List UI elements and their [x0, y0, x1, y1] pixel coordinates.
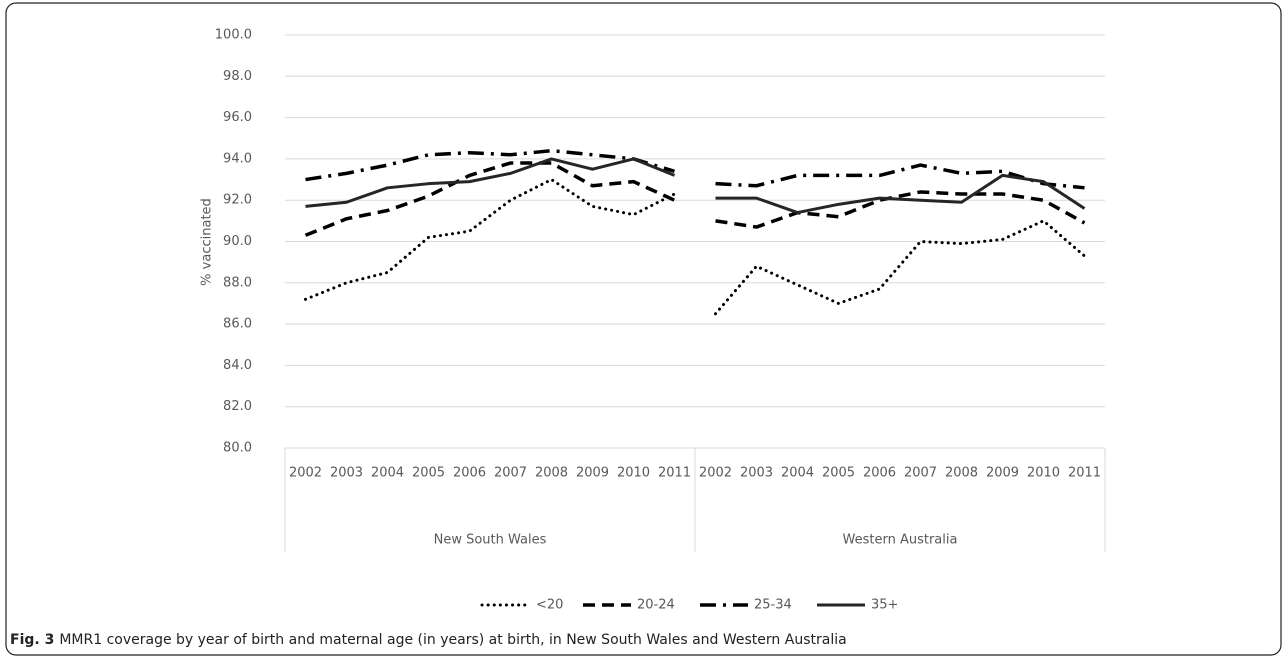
x-tick-label: 2003 [330, 466, 363, 481]
x-tick-label: 2005 [412, 466, 445, 481]
group-label: New South Wales [434, 533, 547, 548]
x-tick-label: 2007 [494, 466, 527, 481]
series-line [305, 157, 676, 208]
series-line [304, 178, 676, 301]
y-tick-label: 82.0 [223, 399, 252, 414]
legend-label: 25-34 [754, 598, 792, 613]
x-tick-label: 2010 [617, 466, 650, 481]
x-tick-label: 2006 [863, 466, 896, 481]
y-tick-label: 90.0 [223, 234, 252, 249]
series-line [305, 148, 676, 182]
frame [5, 2, 1282, 656]
x-tick-label: 2010 [1027, 466, 1060, 481]
legend-label: 35+ [871, 598, 898, 613]
y-tick-label: 88.0 [223, 275, 252, 290]
y-tick-label: 98.0 [223, 69, 252, 84]
x-tick-label: 2011 [1068, 466, 1101, 481]
x-tick-label: 2008 [535, 466, 568, 481]
legend-label: 20-24 [637, 598, 675, 613]
y-tick-label: 96.0 [223, 110, 252, 125]
x-tick-label: 2005 [822, 466, 855, 481]
x-tick-label: 2009 [986, 466, 1019, 481]
y-tick-label: 86.0 [223, 317, 252, 332]
x-tick-label: 2009 [576, 466, 609, 481]
x-tick-label: 2008 [945, 466, 978, 481]
group-label: Western Australia [843, 533, 958, 548]
x-tick-label: 2004 [371, 466, 404, 481]
y-tick-label: 84.0 [223, 358, 252, 373]
caption: Fig. 3 MMR1 coverage by year of birth and… [10, 632, 847, 648]
caption-text: MMR1 coverage by year of birth and mater… [59, 632, 846, 648]
x-tick-label: 2004 [781, 466, 814, 481]
y-tick-label: 94.0 [223, 151, 252, 166]
y-tick-label: 92.0 [223, 193, 252, 208]
caption-label: Fig. 3 [10, 632, 54, 648]
legend-label: <20 [536, 598, 563, 613]
x-tick-label: 2006 [453, 466, 486, 481]
y-tick-label: 100.0 [215, 28, 252, 43]
series-line [714, 219, 1086, 316]
series-line [715, 190, 1086, 229]
x-tick-label: 2002 [289, 466, 322, 481]
x-tick-label: 2007 [904, 466, 937, 481]
x-tick-label: 2011 [658, 466, 691, 481]
series-line [715, 173, 1086, 215]
y-tick-label: 80.0 [223, 441, 252, 456]
x-tick-label: 2002 [699, 466, 732, 481]
y-axis-label: % vaccinated [200, 198, 215, 286]
series-line [304, 161, 676, 237]
x-tick-label: 2003 [740, 466, 773, 481]
series-line [715, 163, 1085, 190]
